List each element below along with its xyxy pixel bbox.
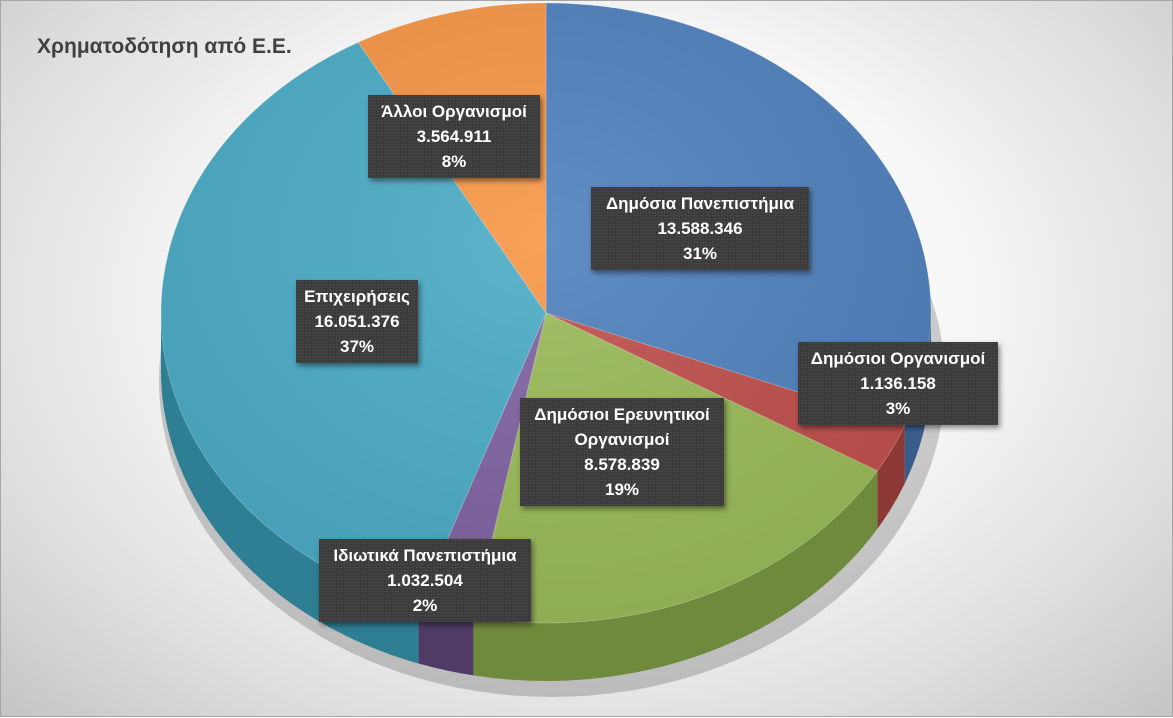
data-label-percent: 3% <box>885 399 911 418</box>
data-label-percent: 31% <box>682 244 718 263</box>
pie-side-δημόσιοι-ερευνητικοί-οργανισμοί <box>473 470 878 682</box>
data-label-value: 8.578.839 <box>584 455 660 474</box>
data-label-άλλοι-οργανισμοί: Άλλοι Οργανισμοί 3.564.911 8% <box>368 95 540 178</box>
data-label-επιχειρήσεις: Επιχειρήσεις 16.051.376 37% <box>296 280 418 363</box>
pie-side-ιδιωτικά-πανεπιστήμια <box>418 605 474 676</box>
data-label-value: 13.588.346 <box>657 219 743 238</box>
data-label-value: 1.032.504 <box>387 571 463 590</box>
data-label-category: Άλλοι Οργανισμοί <box>381 102 527 121</box>
data-label-δημόσιοι-οργανισμοί: Δημόσιοι Οργανισμοί 1.136.158 3% <box>798 342 998 425</box>
data-label-category: Οργανισμοί <box>574 430 670 449</box>
data-label-ιδιωτικά-πανεπιστήμια: Ιδιωτικά Πανεπιστήμια 1.032.504 2% <box>319 539 531 622</box>
data-label-percent: 2% <box>412 596 438 615</box>
data-label-δημόσια-πανεπιστήμια: Δημόσια Πανεπιστήμια 13.588.346 31% <box>591 187 809 270</box>
data-label-percent: 19% <box>604 480 640 499</box>
data-label-δημόσιοι-ερευνητικοί-οργανισμοί: Δημόσιοι Ερευνητικοί Οργανισμοί 8.578.839 1… <box>520 398 724 506</box>
data-label-category: Ιδιωτικά Πανεπιστήμια <box>333 546 517 565</box>
data-label-value: 3.564.911 <box>416 127 492 146</box>
data-label-category: Δημόσια Πανεπιστήμια <box>605 194 795 213</box>
data-label-value: 1.136.158 <box>860 374 936 393</box>
data-label-category: Δημόσιοι Ερευνητικοί <box>534 405 710 424</box>
data-label-value: 16.051.376 <box>314 312 400 331</box>
data-label-percent: 8% <box>441 152 467 171</box>
data-label-percent: 37% <box>339 337 375 356</box>
data-label-category: Επιχειρήσεις <box>304 287 410 306</box>
data-label-category: Δημόσιοι Οργανισμοί <box>810 349 986 368</box>
